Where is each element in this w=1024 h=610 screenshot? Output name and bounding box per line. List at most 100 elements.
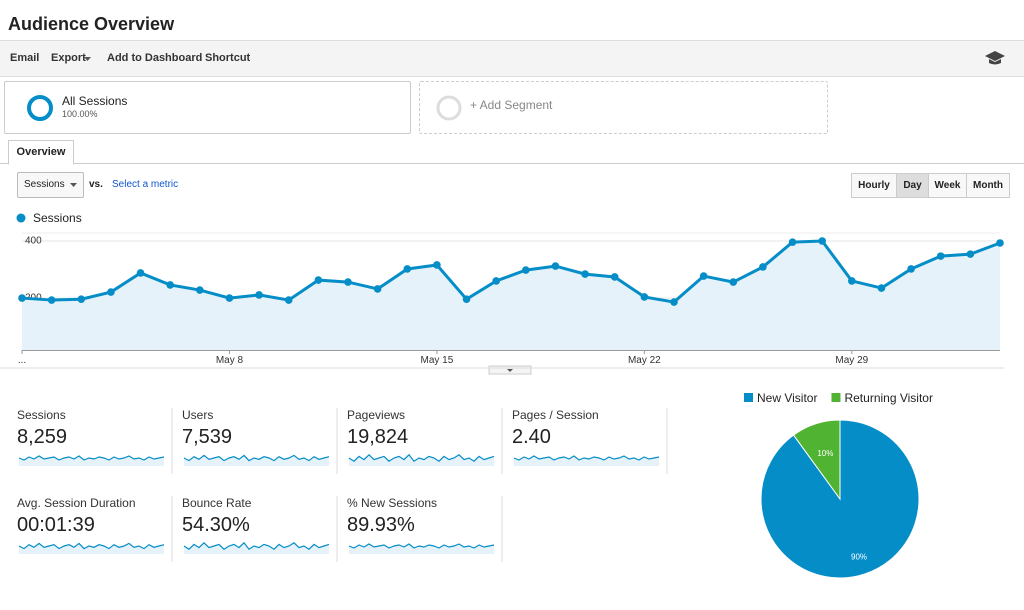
data-point: [640, 293, 649, 301]
add-segment-label: + Add Segment: [470, 98, 553, 112]
data-point: [255, 291, 263, 299]
metric-value: 00:01:39: [17, 514, 95, 536]
data-point: [492, 277, 500, 285]
metric-value: 7,539: [182, 426, 233, 448]
data-point: [729, 278, 738, 286]
metric-dropdown[interactable]: Sessions: [17, 172, 84, 198]
pie-label: 10%: [817, 449, 833, 458]
tab[interactable]: Overview: [8, 140, 74, 165]
metric-value: 2.40: [512, 426, 551, 448]
data-point: [522, 266, 530, 274]
sparkline: [348, 453, 495, 462]
metric-value: 19,824: [347, 426, 409, 448]
select-metric-link[interactable]: Select a metric: [112, 179, 179, 190]
x-tick-label: May 22: [628, 355, 661, 366]
toolbar-dashboard[interactable]: Add to Dashboard: [107, 52, 203, 64]
data-point: [966, 250, 975, 258]
metric-label: % New Sessions: [347, 496, 438, 510]
x-tick-label: ...: [18, 355, 26, 366]
legend-label: Returning Visitor: [844, 391, 933, 405]
data-point: [373, 285, 382, 293]
data-point: [403, 265, 412, 273]
sparkline: [348, 543, 495, 549]
legend-label: New Visitor: [757, 391, 817, 405]
pie-label: 90%: [851, 553, 867, 562]
toolbar-email[interactable]: Email: [10, 52, 40, 64]
data-point: [77, 295, 86, 304]
y-tick-label: 400: [25, 236, 42, 247]
data-point: [462, 295, 471, 304]
series-line: [21, 239, 1001, 304]
legend-dot: [16, 213, 26, 223]
segment-donut: [27, 95, 53, 121]
add-segment[interactable]: + Add Segment: [419, 81, 828, 134]
data-point: [225, 294, 234, 302]
x-tick-label: May 8: [216, 355, 244, 366]
metric-label: Sessions: [17, 408, 66, 422]
sparkline-fill: [514, 456, 659, 466]
data-point: [699, 272, 708, 280]
sparkline: [183, 541, 330, 550]
segment-name: All Sessions: [62, 94, 128, 108]
help-icon[interactable]: [985, 51, 1005, 65]
tab-line: [0, 163, 1024, 164]
vs-label: vs.: [89, 179, 103, 190]
toolbar-export[interactable]: Export: [51, 52, 86, 64]
data-point: [581, 270, 589, 278]
page-title: Audience Overview: [8, 14, 175, 34]
caret: [84, 57, 91, 61]
data-point: [433, 261, 441, 269]
data-point: [996, 239, 1004, 247]
data-point: [314, 276, 323, 284]
data-point: [788, 238, 797, 246]
granularity-button[interactable]: Hourly: [851, 173, 897, 198]
metric-label: Users: [182, 408, 214, 422]
sparkline-fill: [349, 454, 494, 466]
metric-value: 8,259: [17, 426, 68, 448]
data-point: [936, 252, 945, 260]
data-point: [47, 296, 56, 304]
toolbar-shortcut[interactable]: Shortcut: [205, 52, 251, 64]
metric-label: Avg. Session Duration: [17, 496, 136, 510]
metric-value: 89.93%: [347, 514, 415, 536]
sparkline-fill: [19, 456, 164, 466]
data-point: [551, 262, 560, 270]
data-point: [848, 277, 856, 285]
granularity-button[interactable]: Week: [928, 173, 967, 198]
toolbar: Email Export Add to Dashboard Shortcut: [0, 40, 1024, 77]
sparkline: [513, 455, 660, 461]
data-point: [907, 265, 915, 273]
data-point: [166, 281, 174, 289]
sparkline-fill: [349, 544, 494, 554]
legend-swatch: [831, 393, 841, 402]
segment-placeholder: [436, 95, 462, 121]
sparkline-fill: [184, 542, 329, 554]
sparkline: [18, 455, 165, 461]
caret: [70, 183, 77, 187]
data-point: [284, 296, 293, 304]
segment-card[interactable]: All Sessions 100.00%: [4, 81, 411, 134]
legend-label: Sessions: [33, 211, 82, 225]
data-point: [759, 263, 767, 271]
metric-selected: Sessions: [24, 179, 65, 190]
data-point: [136, 269, 145, 277]
data-point: [196, 286, 204, 294]
sparkline: [18, 542, 165, 550]
data-point: [877, 284, 886, 292]
x-tick-label: May 29: [835, 355, 868, 366]
granularity-button[interactable]: Day: [896, 173, 929, 198]
area-fill: [22, 240, 1000, 350]
data-point: [344, 278, 352, 286]
granularity-button[interactable]: Month: [966, 173, 1010, 198]
pie-slice: [792, 419, 841, 501]
x-tick-label: May 15: [421, 355, 454, 366]
legend-swatch: [744, 393, 753, 402]
data-point: [818, 237, 826, 245]
data-point: [18, 294, 26, 302]
metric-label: Pages / Session: [512, 408, 599, 422]
metric-value: 54.30%: [182, 514, 250, 536]
data-point: [107, 288, 115, 296]
metric-label: Bounce Rate: [182, 496, 252, 510]
